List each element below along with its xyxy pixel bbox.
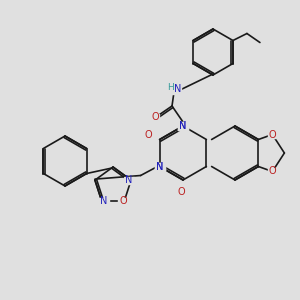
Text: O: O xyxy=(119,196,127,206)
Bar xyxy=(178,122,188,130)
Text: N: N xyxy=(125,175,133,185)
Bar xyxy=(176,188,185,196)
Text: N: N xyxy=(174,84,182,94)
Text: N: N xyxy=(179,121,187,131)
Text: O: O xyxy=(177,187,185,197)
Bar xyxy=(144,132,153,139)
Bar xyxy=(124,177,134,184)
Text: O: O xyxy=(151,112,159,122)
Text: O: O xyxy=(268,167,276,176)
Bar xyxy=(118,198,128,205)
Text: N: N xyxy=(179,121,187,131)
Bar xyxy=(268,168,276,175)
Bar xyxy=(178,122,188,130)
Text: O: O xyxy=(268,130,276,140)
Text: O: O xyxy=(145,130,152,140)
Text: N: N xyxy=(156,161,163,172)
Text: N: N xyxy=(156,161,163,172)
Bar xyxy=(166,85,181,94)
Bar xyxy=(268,131,276,138)
Bar xyxy=(99,198,109,205)
Text: H: H xyxy=(168,83,174,92)
Text: N: N xyxy=(100,196,107,206)
Bar xyxy=(154,163,165,170)
Bar xyxy=(151,113,159,121)
Bar xyxy=(154,163,165,170)
